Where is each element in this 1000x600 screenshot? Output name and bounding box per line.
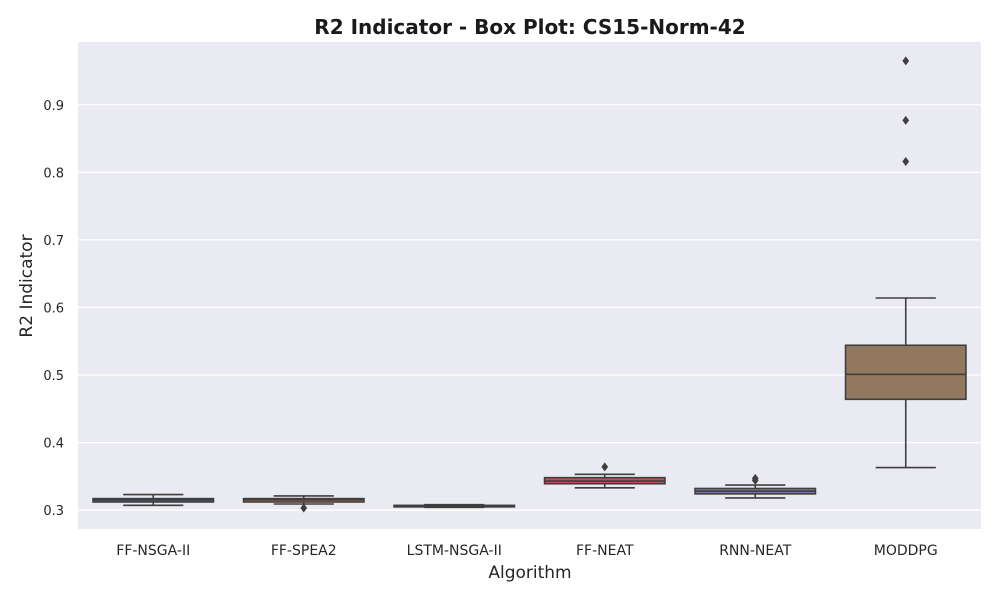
x-tick-label: FF-NSGA-II — [116, 543, 190, 559]
box-group — [92, 493, 215, 507]
x-ticks: FF-NSGA-II FF-SPEA2 LSTM-NSGA-II FF-NEAT RNN… — [116, 543, 937, 559]
box-group — [694, 473, 817, 499]
boxes — [92, 56, 967, 513]
y-tick-label: 0.6 — [43, 301, 64, 316]
box-group — [543, 462, 666, 489]
y-tick-label: 0.4 — [43, 437, 64, 452]
x-tick-label: LSTM-NSGA-II — [407, 543, 502, 559]
outlier-point — [902, 115, 910, 125]
outlier-point — [902, 56, 910, 66]
x-axis-label: Algorithm — [488, 563, 571, 583]
y-tick-label: 0.7 — [43, 234, 64, 249]
plot-area — [78, 42, 981, 529]
x-tick-label: MODDPG — [874, 543, 938, 559]
outlier-point — [751, 473, 759, 483]
y-tick-label: 0.9 — [43, 99, 64, 114]
x-tick-label: FF-NEAT — [576, 543, 634, 559]
y-gridlines — [78, 104, 981, 511]
y-tick-label: 0.5 — [43, 369, 64, 384]
y-tick-label: 0.8 — [43, 166, 64, 181]
y-axis-label: R2 Indicator — [17, 234, 37, 337]
y-ticks: 0.3 0.4 0.5 0.6 0.7 0.8 0.9 — [43, 99, 64, 519]
box-group — [242, 495, 365, 513]
y-tick-label: 0.3 — [43, 504, 64, 519]
outlier-point — [601, 462, 609, 472]
x-tick-label: FF-SPEA2 — [271, 543, 337, 559]
chart-title: R2 Indicator - Box Plot: CS15-Norm-42 — [314, 15, 745, 39]
box-group — [844, 56, 967, 469]
outlier-point — [300, 503, 308, 513]
box — [844, 344, 967, 401]
box-group — [393, 503, 516, 509]
x-tick-label: RNN-NEAT — [719, 543, 792, 559]
outlier-point — [902, 157, 910, 167]
